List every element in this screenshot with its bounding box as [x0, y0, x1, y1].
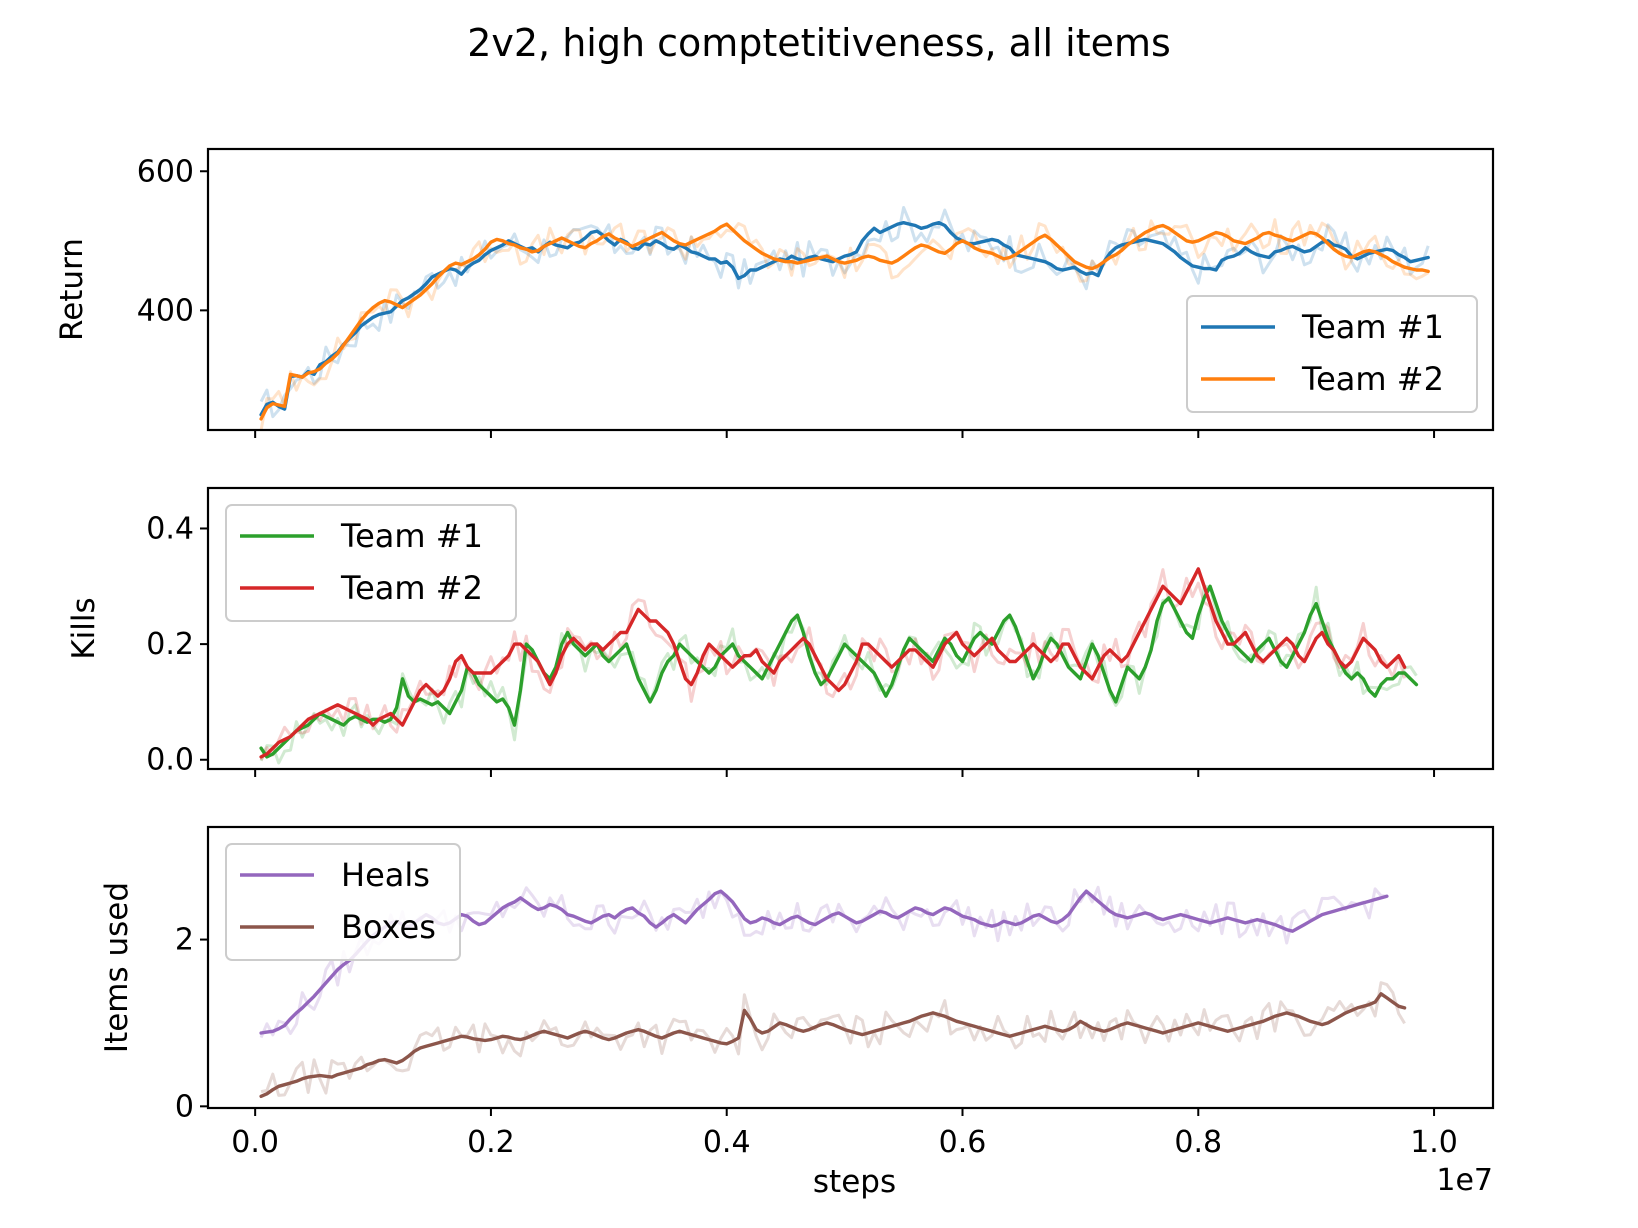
legend: Team #1 Team #2	[1186, 295, 1478, 413]
panel-return: 400 600 Return Team #1 Team #2	[54, 147, 1495, 438]
legend-label: Boxes	[341, 908, 436, 946]
y-tick-label: 2	[175, 923, 194, 958]
x-axis-offset-label: 1e7	[1436, 1163, 1493, 1198]
plot-frame	[206, 486, 1495, 771]
y-tick-label: 0.2	[146, 627, 194, 662]
legend-frame	[225, 504, 517, 622]
x-tick-label: 0.4	[703, 1125, 751, 1160]
legend-label: Heals	[341, 856, 430, 894]
x-tick-label: 0.2	[467, 1125, 515, 1160]
series-line-team-2	[259, 567, 1407, 759]
y-axis-label: Kills	[66, 597, 102, 659]
series-line-boxes	[259, 992, 1407, 1099]
x-tick-label: 0.6	[939, 1125, 987, 1160]
plot-area	[259, 567, 1419, 765]
y-tick-label: 0	[175, 1089, 194, 1124]
legend-label: Team #2	[1301, 360, 1444, 398]
legend: Team #1 Team #2	[225, 504, 517, 622]
plot-area	[259, 206, 1430, 430]
series-line-team-2	[259, 222, 1430, 421]
series-raw-team-1	[259, 206, 1430, 419]
y-tick-label: 600	[137, 154, 194, 189]
plot-frame	[206, 825, 1495, 1110]
legend-label: Team #2	[340, 569, 483, 607]
x-tick-label: 1.0	[1410, 1125, 1458, 1160]
x-tick-label: 0.0	[231, 1125, 279, 1160]
y-axis-label: Return	[54, 238, 90, 341]
panel-kills: 0.0 0.2 0.4 Kills Team #1 Team #2	[66, 486, 1495, 778]
y-axis-label: Items used	[99, 882, 135, 1053]
y-tick-label: 0.4	[146, 511, 194, 546]
legend-frame	[225, 843, 461, 961]
y-tick-label: 0.0	[146, 743, 194, 778]
legend-frame	[1186, 295, 1478, 413]
legend: Heals Boxes	[225, 843, 461, 961]
chart-panels: 400 600 Return Team #1 Team #2 0.0 0.2 0.4 Kills…	[54, 147, 1495, 1200]
series-line-team-1	[259, 584, 1419, 759]
legend-label: Team #1	[1301, 308, 1444, 346]
legend-label: Team #1	[340, 517, 483, 555]
series-line-team-1	[259, 220, 1430, 417]
x-axis-label: steps	[813, 1164, 896, 1200]
plot-frame	[206, 147, 1495, 432]
y-tick-label: 400	[137, 293, 194, 328]
panel-items-used: 0 2 0.0 0.2 0.4 0.6 0.8 1.0 Items used steps 1e7 He…	[99, 825, 1495, 1200]
x-tick-label: 0.8	[1174, 1125, 1222, 1160]
figure-title: 2v2, high comptetitiveness, all items	[467, 21, 1171, 65]
